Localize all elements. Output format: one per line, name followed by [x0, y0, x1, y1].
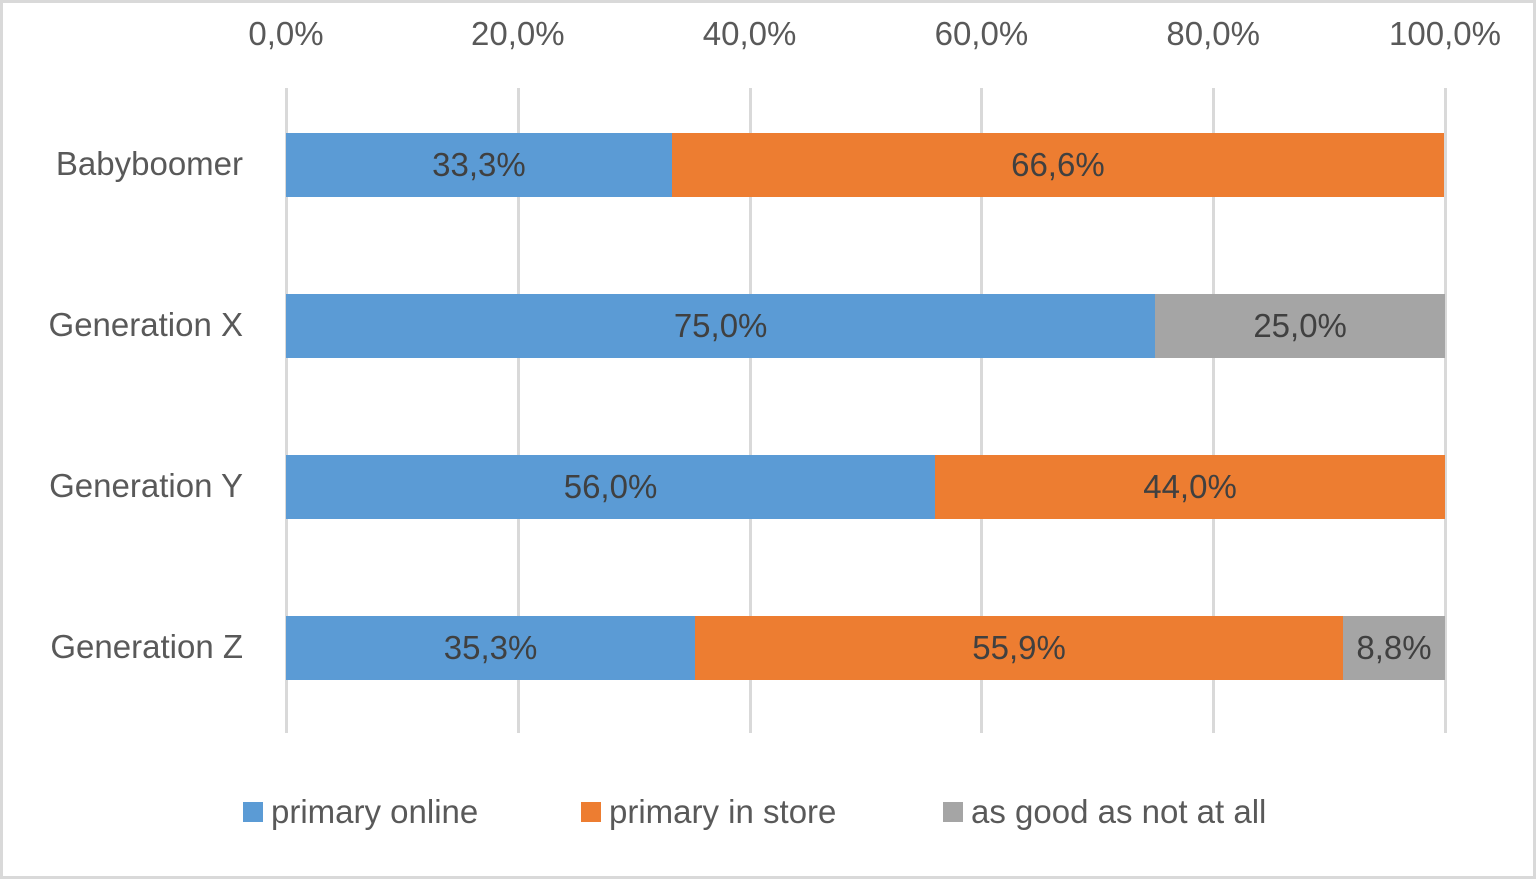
bar-segment: 55,9%: [695, 616, 1343, 680]
legend-item: as good as not at all: [943, 793, 1266, 831]
gridline: [1212, 88, 1216, 733]
gridline: [516, 88, 520, 733]
data-label: 44,0%: [1143, 468, 1237, 505]
category-label: Generation Y: [49, 467, 243, 504]
gridline: [285, 88, 288, 733]
legend-label: as good as not at all: [971, 793, 1267, 830]
bar-segment: 75,0%: [286, 294, 1156, 358]
legend-swatch-icon: [243, 802, 263, 822]
x-tick-label: 20,0%: [471, 15, 565, 52]
data-label: 75,0%: [673, 307, 768, 344]
category-label: Babyboomer: [55, 145, 243, 182]
bar-segment: 25,0%: [1155, 294, 1445, 358]
bar-segment: 44,0%: [935, 455, 1445, 519]
legend-item: primary in store: [581, 793, 836, 831]
category-label: Generation X: [48, 306, 243, 343]
gridline: [748, 88, 752, 733]
bar-segment: 8,8%: [1343, 616, 1445, 680]
data-label: 8,8%: [1356, 629, 1432, 666]
bar-segment: 66,6%: [671, 133, 1444, 197]
bar-segment: 33,3%: [286, 133, 672, 197]
data-label: 25,0%: [1253, 307, 1347, 344]
x-tick-label: 80,0%: [1166, 15, 1260, 52]
legend-label: primary online: [271, 793, 479, 830]
legend-swatch-icon: [581, 802, 601, 822]
x-tick-label: 100,0%: [1389, 15, 1501, 52]
gridline: [980, 88, 984, 733]
legend-item: primary online: [243, 793, 478, 831]
chart-area: 0,0% 20,0% 40,0% 60,0% 80,0% 100,0% 33,3% 66,6…: [3, 3, 1533, 876]
x-tick-label: 40,0%: [702, 15, 797, 52]
legend: primary online primary in store as good as…: [3, 793, 1536, 833]
data-label: 56,0%: [563, 468, 658, 505]
data-label: 66,6%: [1011, 146, 1105, 183]
bar-segment: 35,3%: [286, 616, 696, 680]
legend-swatch-icon: [943, 802, 963, 822]
x-tick-label: 60,0%: [934, 15, 1029, 52]
gridline: [1444, 88, 1447, 733]
data-label: 55,9%: [972, 629, 1066, 666]
data-label: 33,3%: [432, 146, 526, 183]
category-label: Generation Z: [50, 628, 243, 665]
data-label: 35,3%: [443, 629, 538, 666]
legend-label: primary in store: [609, 793, 837, 830]
x-tick-label: 0,0%: [248, 15, 324, 52]
bar-segment: 56,0%: [286, 455, 936, 519]
